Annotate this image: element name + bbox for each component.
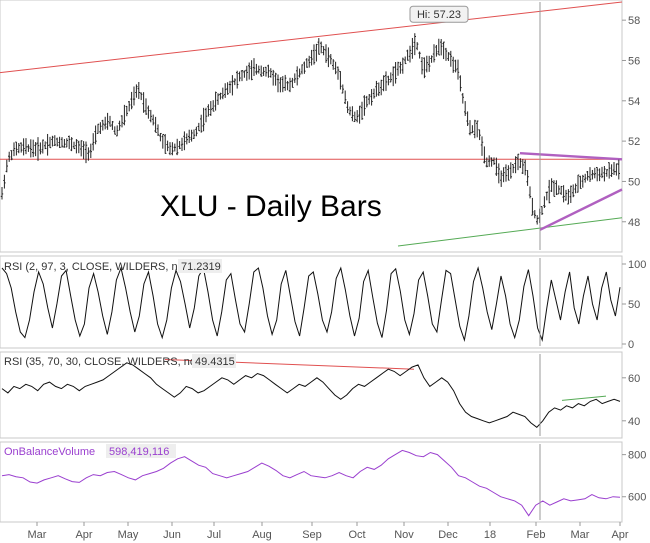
x-tick-label: Apr (75, 529, 92, 541)
price-panel: 48 50 52 54 56 58 Hi: 57.23 XLU - Daily Bars (0, 0, 640, 253)
x-tick-label: Dec (438, 529, 458, 541)
obv-label: OnBalanceVolume (4, 446, 95, 458)
rsi-short-value: 71.2319 (181, 261, 221, 273)
x-tick-label: 18 (484, 529, 496, 541)
x-tick-label: Apr (611, 529, 628, 541)
obv-value: 598,419,116 (109, 446, 169, 458)
y-tick-label: 48 (628, 217, 640, 229)
high-callout-label: Hi: 57.23 (417, 9, 461, 21)
rsi-long-y-ticks: 40 60 (622, 373, 640, 428)
rsi-long-series (1, 362, 621, 428)
y-tick-label: 56 (628, 55, 640, 67)
rsi-long-line (1, 362, 621, 428)
x-tick-label: Sep (302, 529, 322, 541)
rsi-short-line (1, 266, 621, 342)
x-tick-label: Mar (571, 529, 590, 541)
rsi-short-panel: 0 50 100 RSI (2, 97, 3, CLOSE, WILDERS, no… (0, 255, 646, 351)
y-tick-label: 40 (628, 416, 640, 428)
rsi-long-value: 49.4315 (195, 356, 235, 368)
x-tick-label: Jul (207, 529, 221, 541)
rsi-short-y-ticks: 0 50 100 (622, 259, 646, 351)
x-tick-label: Oct (348, 529, 365, 541)
x-axis-ticks: Mar Apr May Jun Jul Aug Sep Oct Nov Dec 18 Feb Mar Ap… (28, 522, 629, 541)
price-y-ticks: 48 50 52 54 56 58 (622, 15, 640, 229)
divergence-green (561, 395, 607, 401)
obv-series (1, 449, 621, 517)
obv-y-ticks: 600 800 (622, 450, 646, 504)
y-tick-label: 54 (628, 96, 640, 108)
y-tick-label: 60 (628, 373, 640, 385)
rsi-short-label: RSI (2, 97, 3, CLOSE, WILDERS, no) (4, 261, 187, 273)
price-bars (0, 33, 620, 225)
y-tick-label: 100 (628, 259, 646, 271)
y-tick-label: 50 (628, 176, 640, 188)
upper-channel (0, 1, 623, 74)
y-tick-label: 800 (628, 450, 646, 462)
x-tick-label: Nov (394, 529, 414, 541)
x-tick-label: Jun (163, 529, 181, 541)
high-callout: Hi: 57.23 (409, 5, 469, 23)
triangle-bottom (539, 188, 623, 231)
x-tick-label: Feb (527, 529, 546, 541)
chart-title: XLU - Daily Bars (160, 190, 382, 223)
obv-panel: 600 800 OnBalanceVolume 598,419,116 (0, 441, 646, 523)
x-tick-label: Aug (252, 529, 272, 541)
rsi-short-series (1, 266, 621, 342)
triangle-top (519, 152, 623, 161)
y-tick-label: 50 (628, 299, 640, 311)
x-tick-label: May (118, 529, 139, 541)
rsi-long-panel: 40 60 RSI (35, 70, 30, CLOSE, WILDERS, no… (0, 351, 640, 439)
y-tick-label: 58 (628, 15, 640, 27)
y-tick-label: 52 (628, 136, 640, 148)
rsi-long-label: RSI (35, 70, 30, CLOSE, WILDERS, no) (4, 356, 200, 368)
obv-line (1, 449, 621, 517)
x-tick-label: Mar (28, 529, 47, 541)
lower-channel (397, 217, 623, 247)
y-tick-label: 0 (628, 339, 634, 351)
y-tick-label: 600 (628, 492, 646, 504)
